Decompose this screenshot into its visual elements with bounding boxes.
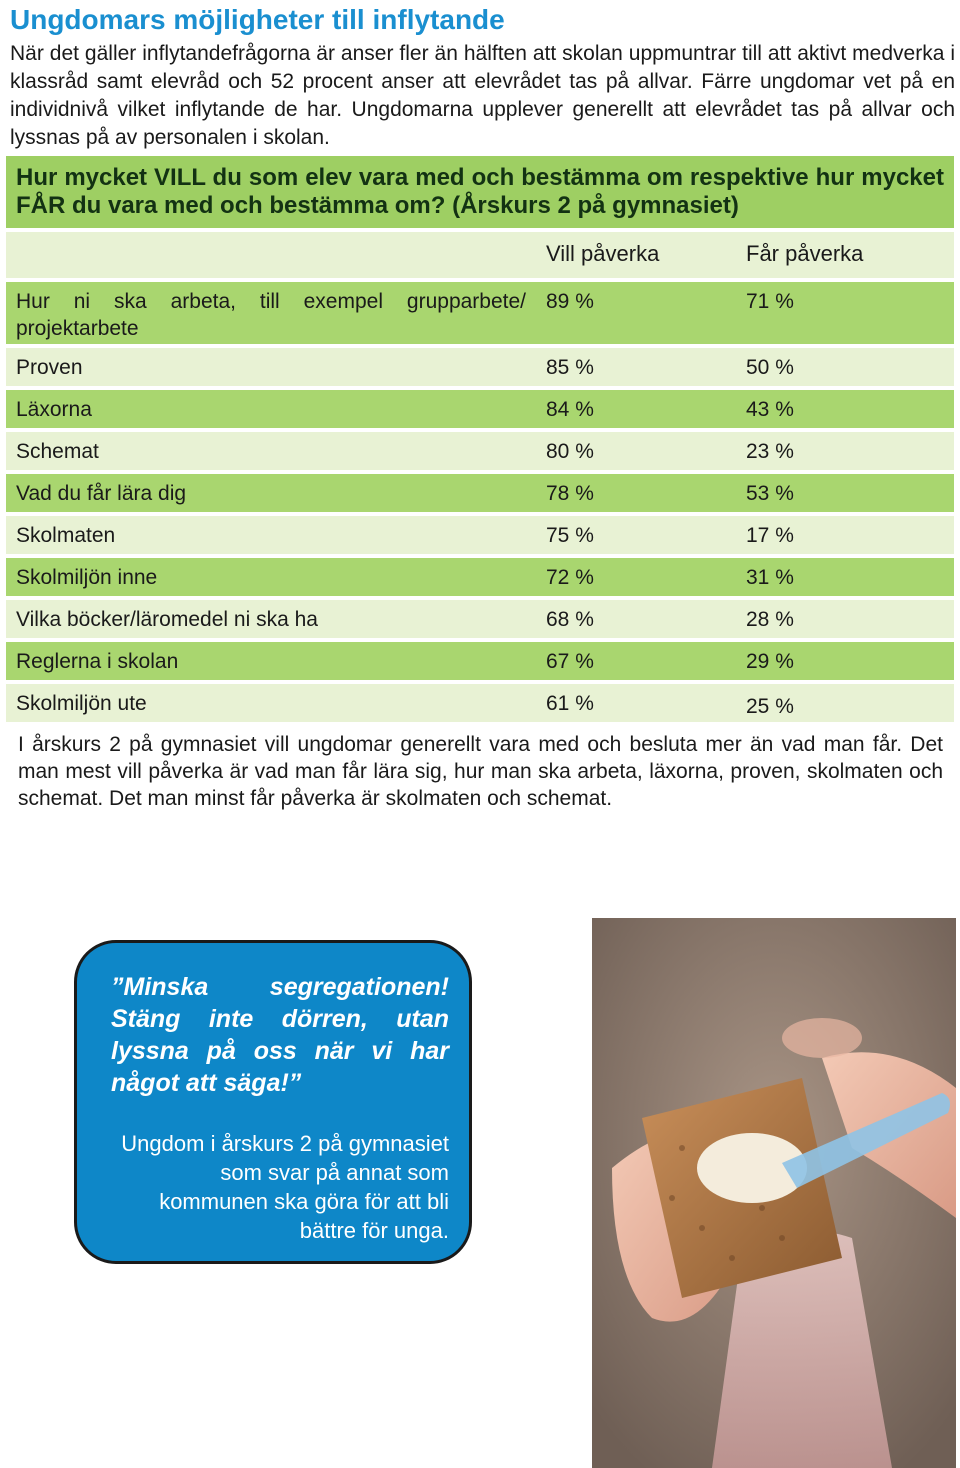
column-header-vill: Vill påverka — [536, 232, 736, 278]
row-vill-value: 67 % — [536, 642, 736, 680]
row-label: Reglerna i skolan — [6, 642, 536, 680]
row-far-value: 43 % — [736, 390, 954, 428]
row-vill-value: 61 % — [536, 684, 736, 722]
row-label: Proven — [6, 348, 536, 386]
row-far-value: 29 % — [736, 642, 954, 680]
table-column-headers: Vill påverka Får påverka — [6, 232, 954, 278]
row-label: Vad du får lära dig — [6, 474, 536, 512]
row-far-value: 17 % — [736, 516, 954, 554]
row-vill-value: 85 % — [536, 348, 736, 386]
table-row: Vad du får lära dig 78 % 53 % — [6, 474, 954, 512]
row-far-value: 25 % — [736, 684, 954, 722]
table-row: Skolmiljön ute 61 % 25 % — [6, 684, 954, 722]
row-vill-value: 78 % — [536, 474, 736, 512]
row-vill-value: 72 % — [536, 558, 736, 596]
survey-table: Hur mycket VILL du som elev vara med och… — [6, 156, 954, 722]
row-label: Skolmaten — [6, 516, 536, 554]
row-label: Vilka böcker/läromedel ni ska ha — [6, 600, 536, 638]
table-row: Läxorna 84 % 43 % — [6, 390, 954, 428]
photo-illustration-icon — [592, 918, 956, 1468]
row-label: Schemat — [6, 432, 536, 470]
row-vill-value: 75 % — [536, 516, 736, 554]
row-label: Läxorna — [6, 390, 536, 428]
table-question-header: Hur mycket VILL du som elev vara med och… — [6, 156, 954, 228]
row-vill-value: 68 % — [536, 600, 736, 638]
quote-text: ”Minska segregationen! Stäng inte dörren… — [111, 973, 449, 1097]
quote-source: Ungdom i årskurs 2 på gymnasiet som svar… — [121, 1131, 449, 1243]
summary-paragraph: I årskurs 2 på gymnasiet vill ungdomar g… — [18, 733, 943, 810]
column-header-empty — [6, 232, 536, 278]
table-row: Skolmiljön inne 72 % 31 % — [6, 558, 954, 596]
row-far-value: 50 % — [736, 348, 954, 386]
row-far-value: 53 % — [736, 474, 954, 512]
table-row: Vilka böcker/läromedel ni ska ha 68 % 28… — [6, 600, 954, 638]
column-header-far: Får påverka — [736, 232, 954, 278]
row-label: Skolmiljön inne — [6, 558, 536, 596]
table-row: Proven 85 % 50 % — [6, 348, 954, 386]
page-title: Ungdomars möjligheter till inflytande — [10, 4, 505, 35]
quote-box: ”Minska segregationen! Stäng inte dörren… — [74, 940, 472, 1264]
row-vill-value: 84 % — [536, 390, 736, 428]
row-vill-value: 89 % — [536, 282, 736, 344]
table-row: Hur ni ska arbeta, till exempel grupparb… — [6, 282, 954, 344]
table-row: Schemat 80 % 23 % — [6, 432, 954, 470]
row-far-value: 28 % — [736, 600, 954, 638]
row-label: Hur ni ska arbeta, till exempel grupparb… — [6, 282, 536, 344]
row-vill-value: 80 % — [536, 432, 736, 470]
row-far-value: 23 % — [736, 432, 954, 470]
intro-paragraph: När det gäller inflytandefrågorna är ans… — [10, 42, 955, 149]
table-row: Skolmaten 75 % 17 % — [6, 516, 954, 554]
table-row: Reglerna i skolan 67 % 29 % — [6, 642, 954, 680]
photo-crispbread-hands — [592, 918, 956, 1468]
row-far-value: 31 % — [736, 558, 954, 596]
row-label: Skolmiljön ute — [6, 684, 536, 722]
row-far-value: 71 % — [736, 282, 954, 344]
